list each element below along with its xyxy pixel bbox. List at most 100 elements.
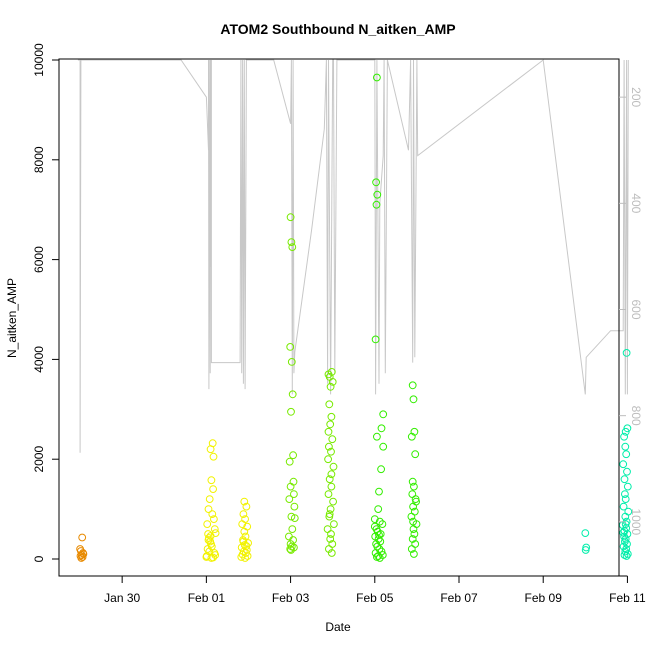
data-point	[410, 482, 418, 491]
data-point	[621, 520, 630, 528]
data-point	[408, 535, 417, 543]
data-point	[207, 542, 216, 551]
data-point	[286, 343, 295, 351]
data-point	[410, 427, 419, 436]
data-point	[324, 455, 333, 464]
plot-frame	[58, 58, 620, 577]
data-point	[237, 553, 246, 561]
data-point	[326, 382, 335, 391]
data-point	[323, 525, 332, 533]
data-point	[287, 546, 295, 554]
data-point	[289, 451, 298, 460]
data-point	[79, 550, 88, 558]
data-point	[205, 495, 214, 504]
data-point	[325, 510, 334, 518]
data-point	[623, 550, 632, 558]
data-point	[622, 349, 631, 357]
data-point	[372, 200, 381, 209]
data-point	[285, 495, 294, 504]
data-point	[374, 505, 383, 514]
data-point	[623, 482, 632, 491]
data-point	[377, 465, 386, 474]
data-point	[209, 485, 218, 494]
data-point	[620, 432, 628, 441]
data-point	[329, 462, 338, 471]
y-tick-label: 10000	[32, 43, 46, 77]
data-point	[288, 243, 297, 252]
x-tick-label: Jan 30	[104, 591, 140, 605]
data-point	[407, 512, 416, 521]
y-tick-label: 0	[32, 555, 46, 562]
data-point	[621, 490, 629, 499]
y-axis-label: N_aitken_AMP	[5, 278, 19, 358]
data-point	[241, 554, 250, 562]
data-point	[370, 515, 379, 523]
data-point	[238, 520, 247, 528]
data-point	[211, 529, 220, 537]
background-line	[77, 59, 629, 453]
data-point	[408, 477, 417, 486]
data-point	[370, 522, 379, 531]
right-tick-label: 800	[629, 406, 643, 426]
data-point	[210, 515, 218, 523]
data-point	[209, 452, 218, 461]
data-point	[407, 432, 416, 441]
x-tick-label: Feb 05	[356, 591, 394, 605]
x-tick-label: Feb 01	[188, 591, 226, 605]
data-point	[375, 487, 383, 496]
data-point	[288, 525, 297, 533]
scatter-point-layer	[76, 73, 633, 562]
data-point	[286, 545, 295, 553]
data-point	[324, 427, 333, 436]
x-tick-label: Feb 07	[440, 591, 478, 605]
data-point	[410, 530, 419, 538]
data-point	[374, 535, 383, 543]
data-point	[619, 528, 628, 537]
x-tick-label: Feb 11	[609, 591, 646, 605]
data-point	[408, 490, 417, 499]
data-point	[324, 490, 333, 499]
data-point	[619, 542, 628, 551]
data-point	[204, 530, 213, 538]
data-point	[207, 476, 216, 485]
data-point	[581, 529, 590, 537]
data-point	[287, 358, 296, 366]
data-point	[327, 368, 336, 376]
data-point	[621, 512, 630, 521]
data-point	[77, 554, 86, 562]
data-point	[379, 442, 388, 451]
data-point	[325, 442, 333, 451]
data-point	[288, 390, 297, 399]
data-point	[377, 424, 386, 433]
data-point	[378, 520, 387, 528]
x-axis: Jan 30 Feb 01 Feb 03 Feb 05 Feb 07 Feb 09 Feb …	[104, 575, 646, 605]
data-point	[325, 475, 334, 484]
data-point	[619, 502, 628, 511]
data-point	[203, 520, 212, 528]
data-point	[286, 213, 295, 222]
data-point	[327, 412, 336, 421]
data-point	[78, 533, 87, 542]
data-point	[407, 545, 416, 553]
data-point	[290, 490, 298, 499]
data-point	[621, 495, 630, 504]
data-point	[373, 73, 381, 82]
data-point	[581, 546, 590, 554]
data-point	[240, 497, 249, 506]
data-point	[621, 427, 630, 436]
data-point	[327, 549, 336, 557]
data-point	[290, 502, 299, 511]
data-point	[206, 445, 215, 454]
data-point	[326, 535, 335, 543]
x-tick-label: Feb 03	[272, 591, 310, 605]
data-point	[325, 400, 334, 409]
data-point	[408, 381, 417, 390]
data-point	[409, 517, 418, 526]
data-point	[623, 467, 631, 476]
data-point	[327, 470, 336, 479]
data-point	[622, 450, 631, 459]
data-point	[287, 238, 296, 247]
y-tick-label: 2000	[32, 446, 46, 473]
data-point	[210, 525, 219, 533]
